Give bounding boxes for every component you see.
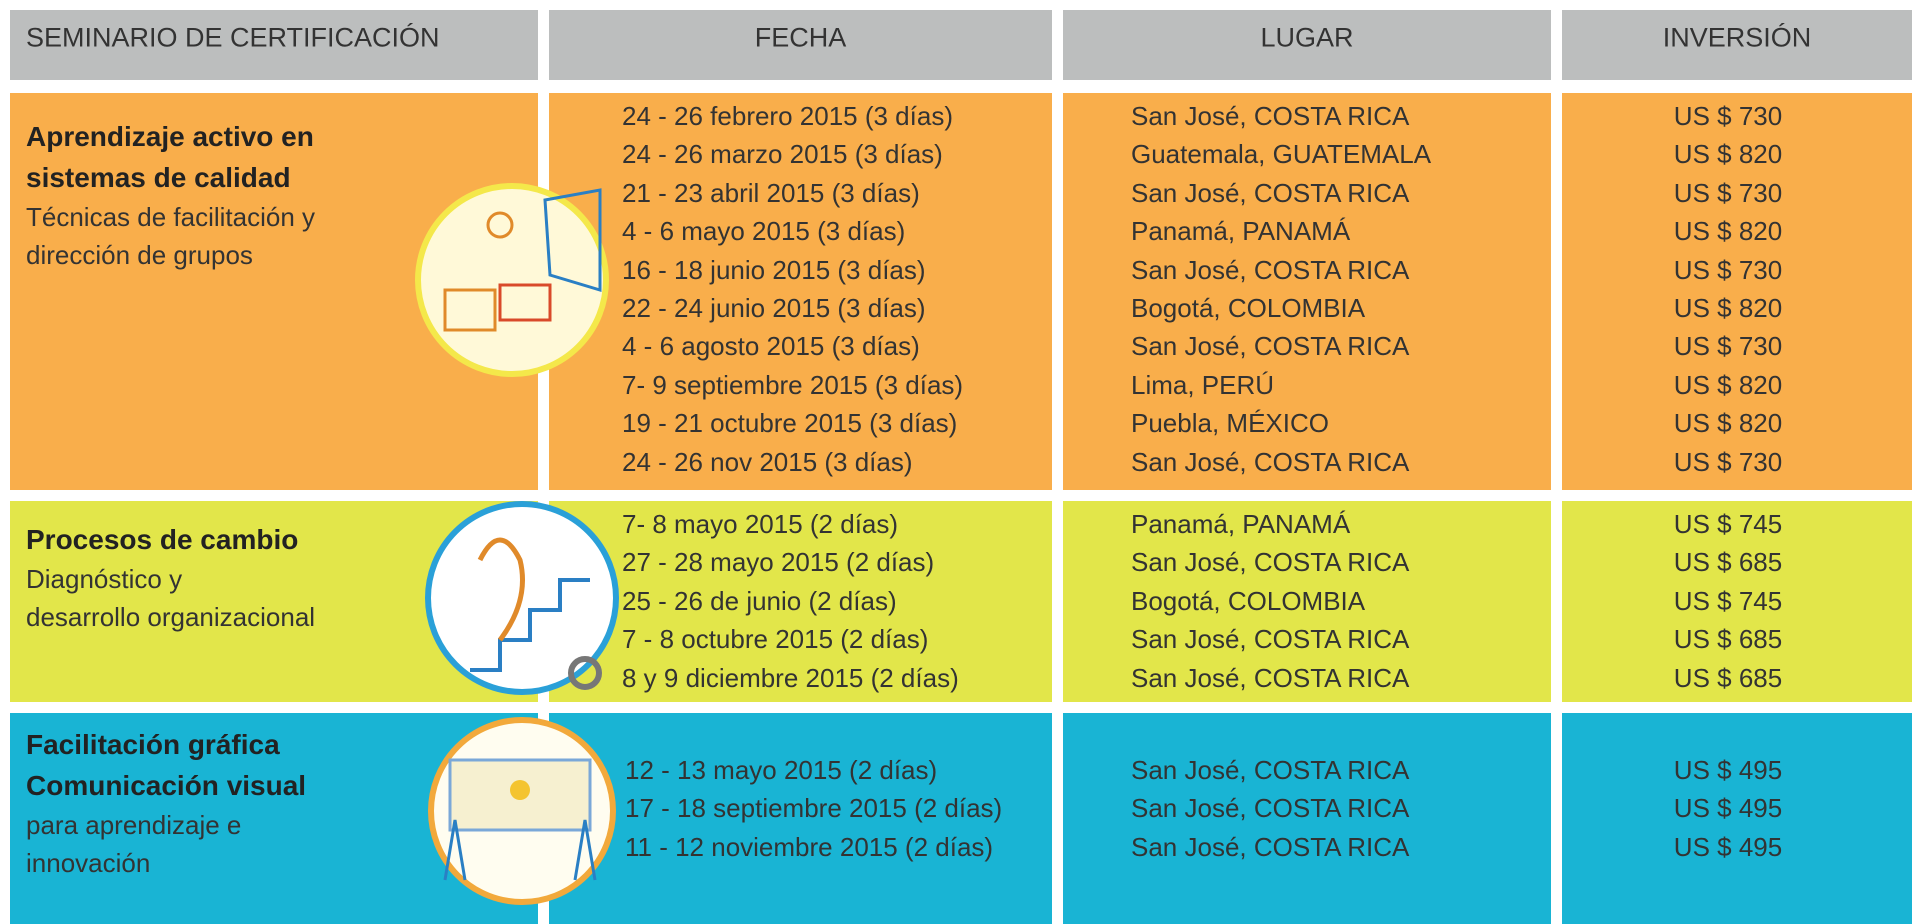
price: US $ 685: [1673, 624, 1783, 655]
place: Guatemala, GUATEMALA: [1131, 139, 1432, 170]
header-cell: [549, 10, 1052, 80]
header-label: FECHA: [754, 22, 847, 53]
section-cell: [549, 713, 1052, 924]
date: 22 - 24 junio 2015 (3 días): [622, 293, 926, 323]
seminar-description: desarrollo organizacional: [26, 602, 316, 632]
section-cell: [1063, 713, 1551, 924]
date: 24 - 26 nov 2015 (3 días): [622, 446, 913, 477]
place: San José, COSTA RICA: [1131, 547, 1410, 578]
price: US $ 495: [1673, 755, 1783, 785]
section-cell: [1562, 93, 1912, 490]
place: San José, COSTA RICA: [1131, 624, 1410, 655]
price: US $ 745: [1673, 585, 1783, 616]
price: US $ 685: [1673, 662, 1783, 693]
price: US $ 820: [1673, 293, 1783, 323]
price: US $ 745: [1673, 509, 1783, 539]
section-cell: [1063, 93, 1551, 490]
section-cell: [1562, 713, 1912, 924]
icon-learning: [415, 183, 609, 377]
place: San José, COSTA RICA: [1131, 177, 1410, 208]
place: San José, COSTA RICA: [1131, 331, 1410, 362]
section-cell: [549, 501, 1052, 702]
place: Puebla, MÉXICO: [1131, 408, 1329, 439]
price: US $ 495: [1673, 793, 1783, 824]
header-cell: [10, 10, 538, 80]
place: Panamá, PANAMÁ: [1131, 509, 1351, 539]
price: US $ 730: [1673, 177, 1783, 208]
price: US $ 820: [1673, 408, 1783, 439]
place: San José, COSTA RICA: [1131, 793, 1410, 824]
price: US $ 820: [1673, 139, 1783, 170]
place: San José, COSTA RICA: [1131, 662, 1410, 693]
price: US $ 495: [1673, 831, 1783, 862]
seminar-title: Procesos de cambio: [26, 524, 299, 555]
seminar-title: Comunicación visual: [26, 770, 307, 801]
seminar-description: innovación: [26, 848, 151, 878]
date: 27 - 28 mayo 2015 (2 días): [622, 547, 935, 578]
icon-graphic: [428, 717, 616, 905]
date: 7- 8 mayo 2015 (2 días): [622, 509, 899, 539]
date: 7 - 8 octubre 2015 (2 días): [622, 624, 929, 655]
seminar-title: sistemas de calidad: [26, 162, 291, 193]
seminar-description: Diagnóstico y: [26, 564, 183, 594]
section-cell: [549, 93, 1052, 490]
price: US $ 730: [1673, 331, 1783, 362]
place: San José, COSTA RICA: [1131, 831, 1410, 862]
price: US $ 820: [1673, 369, 1783, 400]
header-label: LUGAR: [1260, 22, 1354, 53]
header-cell: [1562, 10, 1912, 80]
date: 24 - 26 febrero 2015 (3 días): [622, 101, 953, 131]
place: Lima, PERÚ: [1131, 369, 1275, 400]
price: US $ 730: [1673, 254, 1783, 285]
seminar-title: Aprendizaje activo en: [26, 121, 314, 152]
price: US $ 685: [1673, 547, 1783, 578]
price: US $ 820: [1673, 216, 1783, 247]
seminar-description: dirección de grupos: [26, 240, 253, 270]
header-label: SEMINARIO DE CERTIFICACIÓN: [26, 22, 440, 53]
date: 19 - 21 octubre 2015 (3 días): [622, 408, 958, 439]
date: 11 - 12 noviembre 2015 (2 días): [625, 831, 994, 862]
date: 16 - 18 junio 2015 (3 días): [622, 254, 926, 285]
place: Bogotá, COLOMBIA: [1131, 293, 1366, 323]
date: 12 - 13 mayo 2015 (2 días): [625, 755, 938, 785]
place: Bogotá, COLOMBIA: [1131, 585, 1366, 616]
date: 4 - 6 agosto 2015 (3 días): [622, 331, 920, 362]
date: 4 - 6 mayo 2015 (3 días): [622, 216, 906, 247]
date: 25 - 26 de junio (2 días): [622, 585, 897, 616]
place: San José, COSTA RICA: [1131, 254, 1410, 285]
date: 17 - 18 septiembre 2015 (2 días): [625, 793, 1003, 824]
date: 24 - 26 marzo 2015 (3 días): [622, 139, 943, 170]
date: 7- 9 septiembre 2015 (3 días): [622, 369, 964, 400]
price: US $ 730: [1673, 446, 1783, 477]
header-cell: [1063, 10, 1551, 80]
seminar-title: Facilitación gráfica: [26, 729, 280, 760]
icon-change: [425, 501, 619, 695]
section-cell: [1063, 501, 1551, 702]
price: US $ 730: [1673, 101, 1783, 131]
place: San José, COSTA RICA: [1131, 446, 1410, 477]
place: San José, COSTA RICA: [1131, 101, 1410, 131]
place: Panamá, PANAMÁ: [1131, 216, 1351, 247]
seminar-description: Técnicas de facilitación y: [26, 202, 316, 232]
date: 8 y 9 diciembre 2015 (2 días): [622, 662, 959, 693]
section-cell: [1562, 501, 1912, 702]
date: 21 - 23 abril 2015 (3 días): [622, 177, 920, 208]
header-label: INVERSIÓN: [1662, 22, 1812, 53]
seminar-description: para aprendizaje e: [26, 810, 242, 840]
place: San José, COSTA RICA: [1131, 755, 1410, 785]
